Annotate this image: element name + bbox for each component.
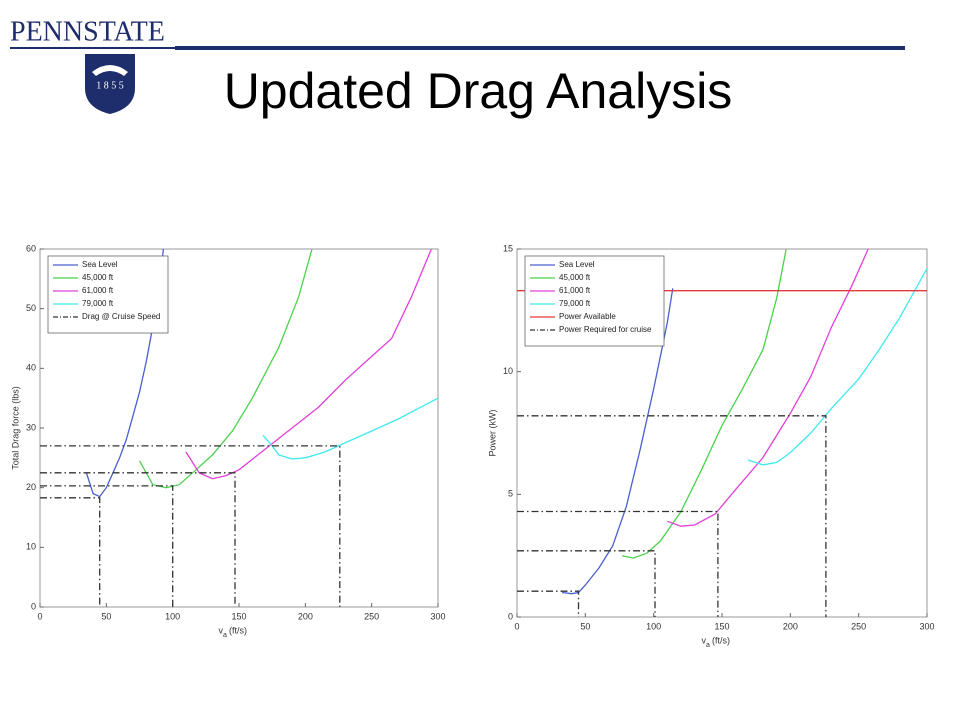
legend-label: Sea Level <box>559 260 595 269</box>
y-tick-label: 60 <box>26 243 36 253</box>
legend-label: Drag @ Cruise Speed <box>82 312 160 321</box>
x-axis-label-unit: (ft/s) <box>229 625 247 635</box>
x-axis-label-sub: a <box>706 642 710 649</box>
y-tick-label: 15 <box>503 243 513 253</box>
legend-label: 45,000 ft <box>82 273 114 282</box>
legend-label: 79,000 ft <box>82 299 114 308</box>
x-tick-label: 300 <box>430 611 445 621</box>
x-tick-label: 0 <box>514 621 519 631</box>
legend-label: Sea Level <box>82 260 118 269</box>
x-tick-label: 100 <box>646 621 661 631</box>
x-tick-label: 0 <box>37 611 42 621</box>
y-axis-label: Power (kW) <box>487 409 497 456</box>
y-tick-label: 5 <box>508 489 513 499</box>
x-tick-label: 100 <box>165 611 180 621</box>
y-axis-label: Total Drag force (lbs) <box>10 386 20 470</box>
legend-label: 79,000 ft <box>559 299 591 308</box>
legend-label: 61,000 ft <box>82 286 114 295</box>
legend-label: 45,000 ft <box>559 273 591 282</box>
series-line <box>185 248 432 480</box>
series-line <box>40 445 341 607</box>
chart: 0 50 100 150 200 250 300 0 10 20 30 40 50 60 v a (ft/s) T… <box>10 232 452 642</box>
legend-box <box>524 255 665 347</box>
y-tick-label: 30 <box>26 422 36 432</box>
x-tick-label: 200 <box>783 621 798 631</box>
series-line <box>562 288 674 595</box>
y-tick-label: 0 <box>508 611 513 621</box>
x-axis-label-sub: a <box>223 632 227 639</box>
x-tick-label: 250 <box>851 621 866 631</box>
y-tick-label: 20 <box>26 482 36 492</box>
x-tick-label: 50 <box>101 611 111 621</box>
chart: 0 50 100 150 200 250 300 0 5 10 15 v a (ft/s) Power (k… <box>487 232 938 649</box>
x-axis-label: v <box>219 625 224 635</box>
x-tick-label: 150 <box>231 611 246 621</box>
logo-emblem <box>92 65 128 76</box>
logo-year: 1 8 5 5 <box>96 80 124 91</box>
series-line <box>747 268 928 466</box>
y-tick-label: 40 <box>26 363 36 373</box>
x-tick-label: 300 <box>919 621 934 631</box>
y-tick-label: 50 <box>26 303 36 313</box>
legend-label: 61,000 ft <box>559 286 591 295</box>
legend-label: Power Required for cruise <box>559 325 652 334</box>
legend-box <box>47 255 169 334</box>
series-line <box>622 248 787 559</box>
logo-text: PENNSTATE <box>10 16 165 47</box>
x-axis-label: v <box>702 635 707 645</box>
legend-label: Power Available <box>559 312 616 321</box>
y-tick-label: 10 <box>503 366 513 376</box>
x-tick-label: 200 <box>298 611 313 621</box>
x-tick-label: 250 <box>364 611 379 621</box>
series-line <box>138 248 313 489</box>
x-tick-label: 150 <box>714 621 729 631</box>
series-line <box>667 248 869 527</box>
slide-title: Updated Drag Analysis <box>224 63 733 119</box>
y-tick-label: 10 <box>26 542 36 552</box>
series-line <box>262 397 439 460</box>
x-axis-label-unit: (ft/s) <box>712 635 730 645</box>
series-line <box>517 415 827 617</box>
x-tick-label: 50 <box>580 621 590 631</box>
y-tick-label: 0 <box>31 601 36 611</box>
